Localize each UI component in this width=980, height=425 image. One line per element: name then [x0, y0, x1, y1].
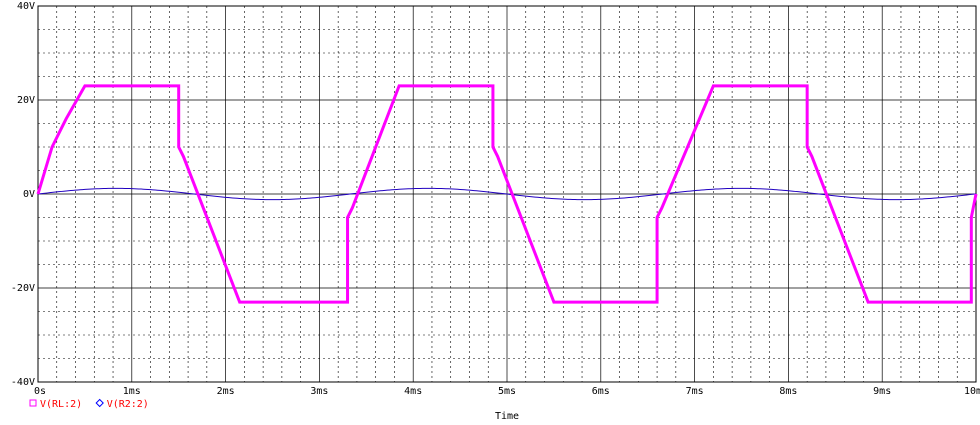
y-tick-label: 40V — [17, 1, 35, 12]
x-axis-ticks: 0s 1ms 2ms 3ms 4ms 5ms 6ms 7ms 8ms 9ms 10ms — [34, 386, 980, 397]
x-tick-label: 6ms — [592, 386, 610, 397]
y-tick-label: 0V — [23, 189, 35, 200]
legend-square-icon — [29, 399, 37, 407]
x-axis-label: Time — [495, 411, 519, 422]
x-tick-label: 4ms — [404, 386, 422, 397]
minor-grid — [38, 6, 976, 382]
series-line-v-rl — [36, 84, 978, 304]
series-line-v-r2 — [37, 187, 977, 201]
x-tick-label: 1ms — [123, 386, 141, 397]
x-tick-label: 0s — [34, 386, 46, 397]
y-tick-label: 20V — [17, 95, 35, 106]
y-tick-label: -20V — [11, 283, 35, 294]
legend-label: V(R2:2) — [107, 399, 149, 410]
x-tick-label: 9ms — [873, 386, 891, 397]
legend-diamond-icon — [95, 398, 104, 408]
y-tick-label: -40V — [11, 377, 35, 388]
x-tick-label: 8ms — [779, 386, 797, 397]
legend: V(RL:2) V(R2:2) — [29, 398, 149, 410]
x-tick-label: 10ms — [964, 386, 980, 397]
x-tick-label: 7ms — [686, 386, 704, 397]
x-tick-label: 3ms — [310, 386, 328, 397]
series-layer — [36, 84, 978, 304]
x-tick-label: 5ms — [498, 386, 516, 397]
y-axis-ticks: -40V -20V 0V 20V 40V — [11, 1, 35, 388]
x-tick-label: 2ms — [217, 386, 235, 397]
legend-label: V(RL:2) — [40, 399, 82, 410]
